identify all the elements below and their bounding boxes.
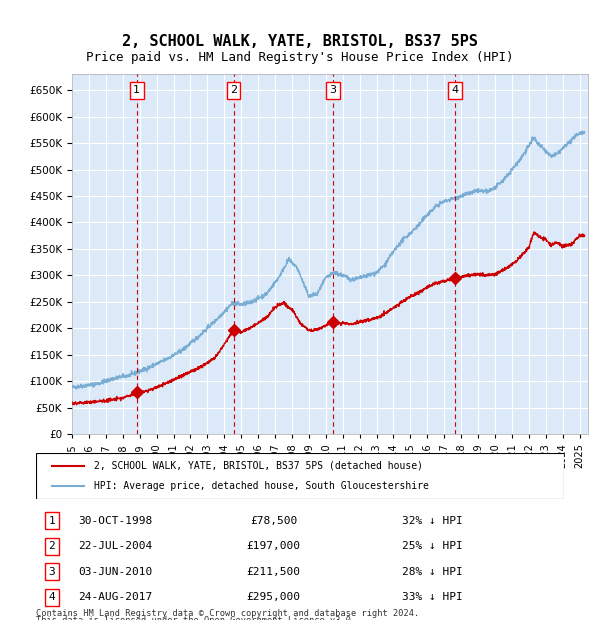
Text: 25% ↓ HPI: 25% ↓ HPI bbox=[401, 541, 463, 551]
Text: 2, SCHOOL WALK, YATE, BRISTOL, BS37 5PS: 2, SCHOOL WALK, YATE, BRISTOL, BS37 5PS bbox=[122, 34, 478, 49]
Text: 22-JUL-2004: 22-JUL-2004 bbox=[78, 541, 152, 551]
Text: £78,500: £78,500 bbox=[250, 516, 297, 526]
Text: 4: 4 bbox=[452, 86, 459, 95]
Text: 32% ↓ HPI: 32% ↓ HPI bbox=[401, 516, 463, 526]
Text: 3: 3 bbox=[329, 86, 337, 95]
Text: £197,000: £197,000 bbox=[247, 541, 301, 551]
Text: 2: 2 bbox=[230, 86, 237, 95]
Text: Contains HM Land Registry data © Crown copyright and database right 2024.: Contains HM Land Registry data © Crown c… bbox=[36, 609, 419, 618]
Text: 2: 2 bbox=[49, 541, 55, 551]
Text: Price paid vs. HM Land Registry's House Price Index (HPI): Price paid vs. HM Land Registry's House … bbox=[86, 51, 514, 64]
Text: 28% ↓ HPI: 28% ↓ HPI bbox=[401, 567, 463, 577]
Text: £295,000: £295,000 bbox=[247, 592, 301, 603]
Text: 4: 4 bbox=[49, 592, 55, 603]
Text: 2, SCHOOL WALK, YATE, BRISTOL, BS37 5PS (detached house): 2, SCHOOL WALK, YATE, BRISTOL, BS37 5PS … bbox=[94, 461, 423, 471]
Text: 03-JUN-2010: 03-JUN-2010 bbox=[78, 567, 152, 577]
FancyBboxPatch shape bbox=[36, 453, 564, 499]
Text: HPI: Average price, detached house, South Gloucestershire: HPI: Average price, detached house, Sout… bbox=[94, 481, 429, 491]
Text: 3: 3 bbox=[49, 567, 55, 577]
Text: This data is licensed under the Open Government Licence v3.0.: This data is licensed under the Open Gov… bbox=[36, 616, 356, 620]
Text: £211,500: £211,500 bbox=[247, 567, 301, 577]
Text: 33% ↓ HPI: 33% ↓ HPI bbox=[401, 592, 463, 603]
Text: 1: 1 bbox=[49, 516, 55, 526]
Text: 1: 1 bbox=[133, 86, 140, 95]
Text: 24-AUG-2017: 24-AUG-2017 bbox=[78, 592, 152, 603]
Text: 30-OCT-1998: 30-OCT-1998 bbox=[78, 516, 152, 526]
